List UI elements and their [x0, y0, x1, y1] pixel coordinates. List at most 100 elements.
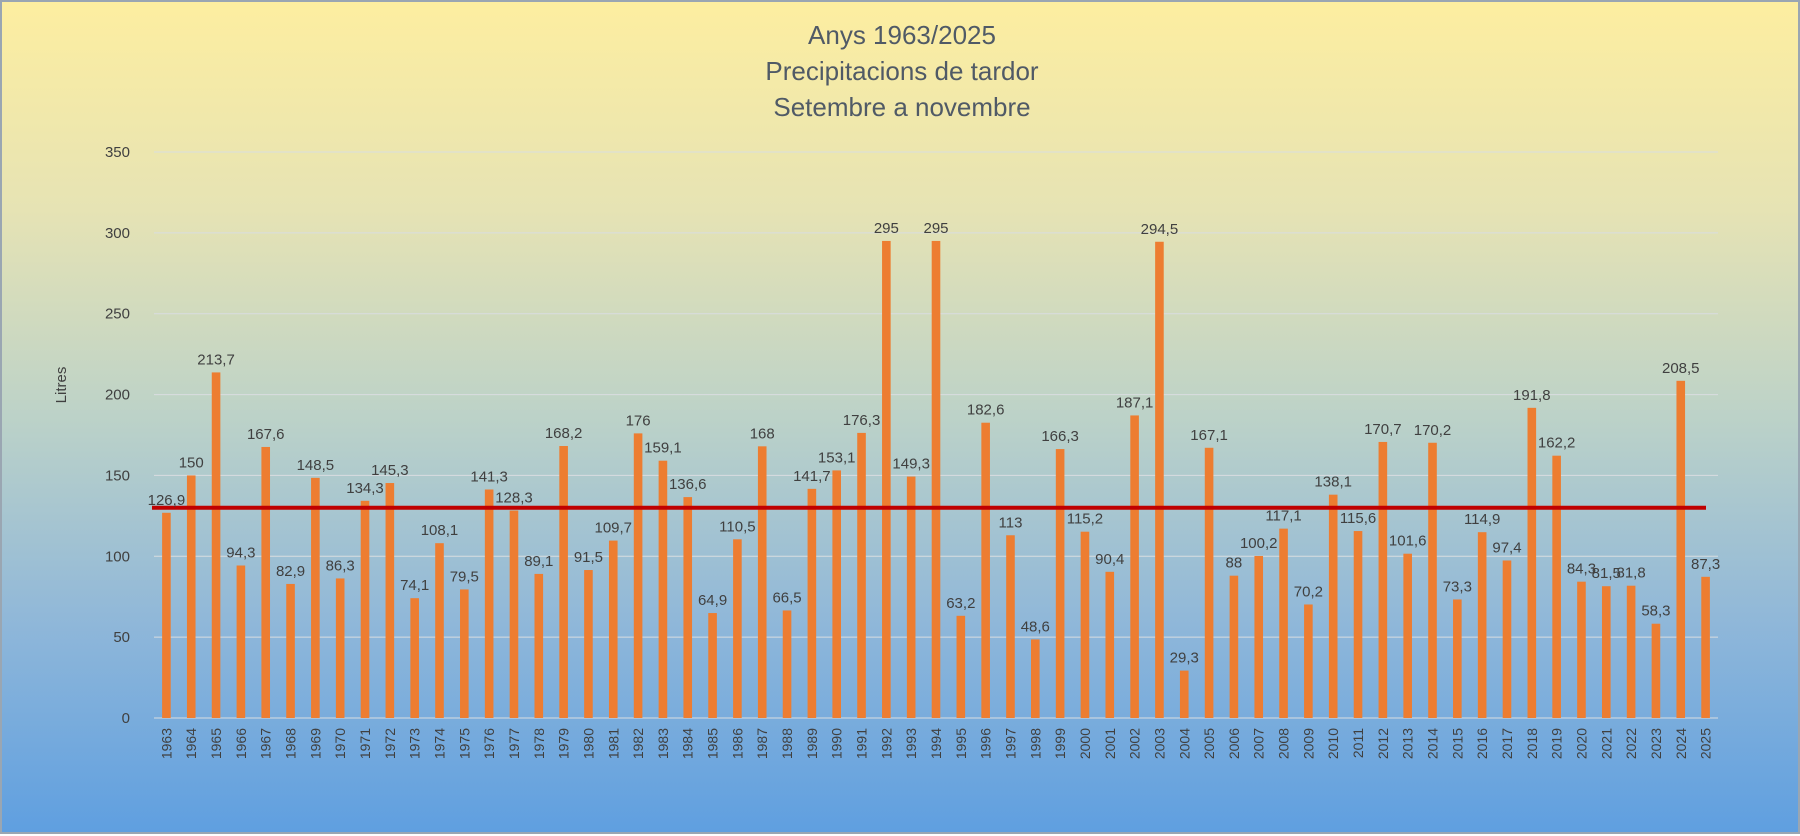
data-label: 87,3 — [1691, 556, 1720, 573]
bar — [1080, 531, 1090, 718]
chart-title-line-3: Setembre a novembre — [773, 92, 1031, 122]
bar — [1676, 380, 1686, 718]
x-tick-label: 2013 — [1400, 728, 1416, 759]
x-tick-label: 1981 — [605, 728, 621, 759]
x-tick-label: 1971 — [357, 728, 373, 759]
y-tick-label: 300 — [105, 225, 130, 242]
x-tick-label: 1980 — [580, 728, 596, 759]
x-tick-label: 1965 — [208, 728, 224, 759]
y-tick-label: 350 — [105, 144, 130, 161]
x-tick-label: 2000 — [1077, 728, 1093, 759]
data-label: 145,3 — [371, 462, 409, 479]
bar — [1304, 604, 1313, 718]
data-label: 126,9 — [148, 492, 186, 509]
x-tick-label: 1988 — [779, 728, 795, 759]
data-label: 136,6 — [669, 476, 707, 493]
bar — [559, 445, 568, 718]
x-tick-label: 2025 — [1698, 728, 1714, 759]
data-label: 168 — [750, 425, 775, 442]
data-label: 148,5 — [297, 457, 335, 474]
data-label: 213,7 — [197, 351, 235, 368]
bar — [1353, 531, 1363, 718]
data-label: 295 — [874, 220, 899, 237]
bar — [335, 578, 345, 718]
data-label: 115,6 — [1340, 510, 1376, 527]
bar — [1130, 415, 1139, 718]
data-label: 294,5 — [1141, 221, 1179, 238]
data-label: 91,5 — [574, 549, 603, 566]
x-tick-label: 2014 — [1425, 728, 1441, 759]
bar — [261, 446, 271, 718]
bar — [1453, 599, 1462, 718]
bar — [484, 489, 494, 718]
x-tick-label: 1974 — [431, 728, 447, 759]
x-tick-label: 2017 — [1499, 728, 1515, 759]
data-label: 168,2 — [545, 425, 583, 442]
bar — [658, 460, 668, 718]
x-tick-label: 1983 — [655, 728, 671, 759]
bar — [385, 483, 395, 718]
data-label: 113 — [999, 514, 1023, 531]
data-label: 295 — [923, 220, 948, 237]
x-tick-label: 1998 — [1027, 728, 1043, 759]
bar — [1477, 532, 1487, 718]
y-tick-label: 0 — [122, 710, 130, 727]
x-tick-label: 1984 — [680, 728, 696, 759]
data-label: 94,3 — [226, 545, 255, 562]
x-tick-label: 1977 — [506, 728, 522, 759]
data-label: 97,4 — [1492, 539, 1521, 556]
bar — [733, 539, 742, 718]
x-tick-label: 1996 — [978, 728, 994, 759]
bar — [460, 589, 469, 718]
x-tick-label: 1986 — [729, 728, 745, 759]
data-label: 101,6 — [1389, 533, 1427, 550]
data-label: 187,1 — [1116, 394, 1154, 411]
data-label: 115,2 — [1067, 511, 1103, 528]
bar — [1577, 581, 1586, 718]
y-tick-label: 250 — [105, 306, 130, 323]
bar — [1179, 670, 1189, 718]
bar — [1254, 555, 1264, 718]
bar — [1328, 494, 1338, 718]
x-tick-label: 2008 — [1276, 728, 1292, 759]
bar — [832, 470, 841, 718]
bar — [757, 446, 767, 718]
x-tick-label: 2022 — [1623, 728, 1639, 759]
data-label: 153,1 — [818, 449, 856, 466]
data-label: 114,9 — [1464, 511, 1500, 528]
bar — [509, 510, 519, 718]
bar — [435, 543, 444, 718]
data-label: 138,1 — [1314, 474, 1352, 491]
x-tick-label: 1997 — [1002, 728, 1018, 759]
bar — [981, 422, 990, 718]
bar — [708, 613, 717, 718]
bar — [1601, 586, 1611, 718]
data-label: 73,3 — [1443, 578, 1472, 595]
data-label: 141,7 — [793, 468, 831, 485]
bar — [1378, 441, 1388, 718]
data-label: 74,1 — [400, 577, 429, 594]
x-tick-label: 1992 — [878, 728, 894, 759]
x-tick-label: 2023 — [1648, 728, 1664, 759]
x-tick-label: 1995 — [953, 728, 969, 759]
data-label: 29,3 — [1170, 650, 1199, 667]
x-tick-label: 1963 — [158, 728, 174, 759]
bar — [410, 598, 419, 718]
y-tick-label: 100 — [105, 548, 130, 565]
y-tick-label: 200 — [105, 387, 130, 404]
bar — [1626, 585, 1636, 718]
bar — [1229, 575, 1239, 718]
bar — [807, 488, 817, 718]
bar — [782, 610, 792, 718]
y-tick-label: 150 — [105, 467, 130, 484]
data-label: 81,8 — [1617, 565, 1646, 582]
x-tick-label: 1972 — [382, 728, 398, 759]
x-tick-label: 1966 — [233, 728, 249, 759]
bar — [683, 497, 693, 718]
data-label: 110,5 — [719, 518, 755, 535]
x-tick-label: 1994 — [928, 728, 944, 759]
data-label: 170,7 — [1364, 421, 1402, 438]
data-label: 88 — [1226, 555, 1243, 572]
